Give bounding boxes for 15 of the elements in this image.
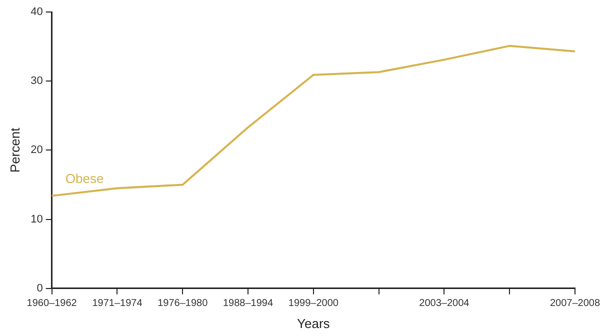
y-tick-label: 40	[30, 6, 43, 18]
x-tick-label: 1960–1962	[26, 298, 78, 310]
y-tick-label: 30	[30, 75, 43, 88]
x-tick-label: 1999–2000	[288, 298, 339, 310]
x-axis-title: Years	[297, 316, 330, 331]
x-tick-label: 1976–1980	[158, 298, 208, 310]
y-axis-title: Percent	[7, 127, 22, 173]
y-tick-label: 20	[30, 144, 43, 156]
x-tick-label: 2007–2008	[550, 298, 600, 310]
series-label: Obese	[65, 171, 104, 186]
y-tick-label: 0	[36, 282, 43, 294]
x-tick-label: 1988–1994	[222, 298, 274, 310]
x-tick-label: 1971–1974	[92, 298, 143, 310]
x-tick-label: 2003–2004	[419, 298, 470, 310]
y-tick-label: 10	[30, 213, 43, 226]
